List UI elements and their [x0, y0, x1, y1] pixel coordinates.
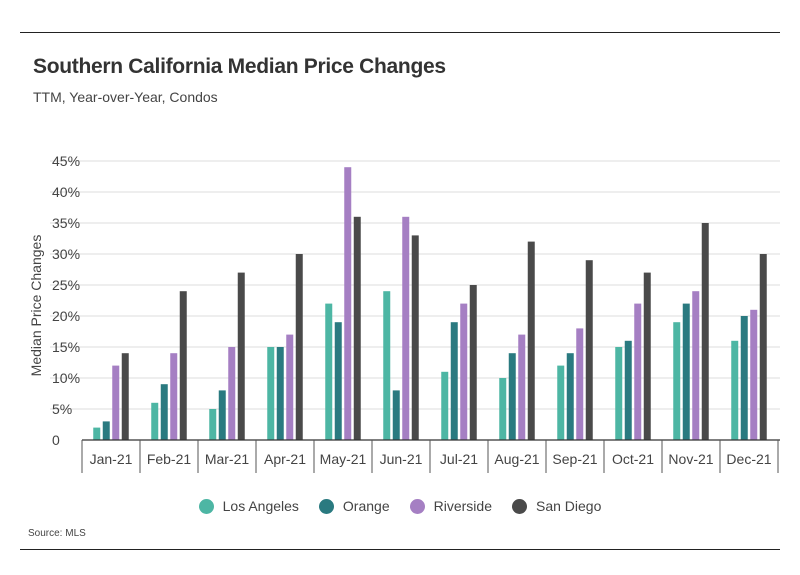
y-tick-label: 15%: [52, 339, 80, 355]
bar-orange: [450, 322, 458, 440]
bar-los-angeles: [325, 303, 333, 440]
bar-los-angeles: [441, 371, 449, 440]
y-tick-label: 30%: [52, 246, 80, 262]
bar-riverside: [576, 328, 584, 440]
x-tick-label: Oct-21: [612, 451, 654, 467]
x-tick-label: Mar-21: [205, 451, 250, 467]
bar-orange: [508, 353, 516, 440]
bar-san-diego: [179, 291, 187, 440]
legend-item: Los Angeles: [198, 498, 299, 514]
bar-los-angeles: [557, 365, 565, 440]
chart-subtitle: TTM, Year-over-Year, Condos: [33, 89, 218, 105]
x-tick-label: Apr-21: [264, 451, 306, 467]
x-tick-label: Jul-21: [440, 451, 478, 467]
bar-san-diego: [237, 272, 245, 440]
bar-los-angeles: [731, 340, 739, 440]
legend-item: Orange: [318, 498, 390, 514]
bar-orange: [682, 303, 690, 440]
bar-los-angeles: [267, 347, 275, 440]
bar-orange: [276, 347, 284, 440]
bar-los-angeles: [151, 402, 159, 440]
y-tick-label: 45%: [52, 153, 80, 169]
y-axis-label: Median Price Changes: [28, 235, 44, 377]
y-tick-label: 40%: [52, 184, 80, 200]
bar-orange: [218, 390, 226, 440]
bar-orange: [160, 384, 168, 440]
legend-label: Riverside: [433, 498, 492, 514]
bar-riverside: [634, 303, 642, 440]
bar-orange: [566, 353, 574, 440]
legend-swatch: [511, 498, 527, 514]
bar-los-angeles: [209, 409, 217, 440]
bar-riverside: [460, 303, 468, 440]
legend-label: San Diego: [535, 498, 602, 514]
chart-legend: Los Angeles Orange Riverside San Diego: [0, 498, 800, 514]
bar-san-diego: [353, 216, 361, 440]
bar-riverside: [750, 309, 758, 440]
bar-los-angeles: [673, 322, 681, 440]
bottom-rule: [20, 549, 780, 550]
source-note: Source: MLS: [28, 528, 86, 539]
bar-san-diego: [121, 353, 129, 440]
bar-riverside: [112, 365, 120, 440]
x-tick-label: May-21: [320, 451, 367, 467]
bar-san-diego: [295, 254, 303, 440]
x-tick-label: Jun-21: [380, 451, 423, 467]
y-tick-label: 5%: [52, 401, 72, 417]
bar-los-angeles: [615, 347, 623, 440]
bar-riverside: [344, 167, 352, 440]
x-tick-label: Jan-21: [90, 451, 133, 467]
bar-riverside: [286, 334, 294, 440]
legend-swatch: [198, 498, 214, 514]
bar-orange: [102, 421, 110, 440]
y-tick-label: 35%: [52, 215, 80, 231]
bar-san-diego: [585, 260, 593, 440]
bar-san-diego: [527, 241, 535, 440]
top-rule: [20, 32, 780, 33]
legend-label: Los Angeles: [222, 498, 299, 514]
x-tick-label: Dec-21: [726, 451, 771, 467]
bar-san-diego: [759, 254, 767, 440]
bar-riverside: [518, 334, 526, 440]
bar-san-diego: [701, 223, 709, 440]
y-tick-label: 10%: [52, 370, 80, 386]
bar-riverside: [170, 353, 178, 440]
legend-label: Orange: [342, 498, 390, 514]
bar-san-diego: [469, 285, 477, 440]
bar-san-diego: [643, 272, 651, 440]
y-tick-label: 20%: [52, 308, 80, 324]
x-tick-label: Aug-21: [494, 451, 539, 467]
bar-riverside: [228, 347, 236, 440]
legend-item: San Diego: [511, 498, 602, 514]
bar-orange: [334, 322, 342, 440]
legend-swatch: [318, 498, 334, 514]
bar-riverside: [692, 291, 700, 440]
bar-orange: [740, 316, 748, 440]
x-tick-label: Feb-21: [147, 451, 192, 467]
y-tick-label: 25%: [52, 277, 80, 293]
bar-riverside: [402, 216, 410, 440]
chart-title: Southern California Median Price Changes: [33, 55, 446, 78]
bar-los-angeles: [499, 378, 507, 440]
x-tick-label: Sep-21: [552, 451, 597, 467]
x-tick-label: Nov-21: [668, 451, 713, 467]
bar-san-diego: [411, 235, 419, 440]
legend-swatch: [409, 498, 425, 514]
bar-orange: [624, 340, 632, 440]
y-tick-label: 0: [52, 432, 60, 448]
legend-item: Riverside: [409, 498, 492, 514]
bar-orange: [392, 390, 400, 440]
bar-los-angeles: [383, 291, 391, 440]
bar-los-angeles: [93, 427, 101, 440]
